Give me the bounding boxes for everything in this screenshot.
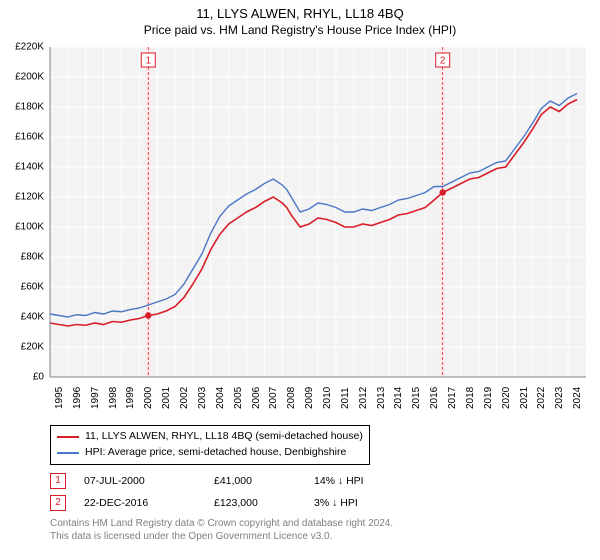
footnote: Contains HM Land Registry data © Crown c…	[50, 517, 600, 543]
x-axis-label: 2024	[572, 387, 583, 409]
y-axis-label: £120K	[15, 192, 44, 203]
x-axis-label: 2022	[536, 387, 547, 409]
x-axis-label: 2020	[501, 387, 512, 409]
sale-date: 22-DEC-2016	[84, 497, 214, 509]
x-axis-label: 2003	[197, 387, 208, 409]
legend-label: 11, LLYS ALWEN, RHYL, LL18 4BQ (semi-det…	[85, 429, 363, 445]
x-axis-label: 2023	[554, 387, 565, 409]
x-axis-label: 2012	[358, 387, 369, 409]
y-axis-label: £20K	[21, 342, 44, 353]
x-axis-label: 2019	[483, 387, 494, 409]
chart-container: 11, LLYS ALWEN, RHYL, LL18 4BQ Price pai…	[0, 0, 600, 560]
x-axis-label: 2013	[376, 387, 387, 409]
legend-item: HPI: Average price, semi-detached house,…	[57, 445, 363, 461]
y-axis-label: £200K	[15, 72, 44, 83]
x-axis-label: 2000	[143, 387, 154, 409]
x-axis-label: 2005	[233, 387, 244, 409]
x-axis-label: 1999	[125, 387, 136, 409]
sale-row: 1 07-JUL-2000£41,00014% ↓ HPI	[50, 473, 600, 489]
line-chart-svg: 12	[0, 41, 600, 421]
sale-marker-dot	[440, 189, 446, 195]
chart-area: 12 £0£20K£40K£60K£80K£100K£120K£140K£160…	[0, 41, 600, 421]
x-axis-label: 2010	[322, 387, 333, 409]
sales-table: 1 07-JUL-2000£41,00014% ↓ HPI 2 22-DEC-2016…	[50, 473, 600, 511]
legend: 11, LLYS ALWEN, RHYL, LL18 4BQ (semi-det…	[50, 425, 370, 465]
x-axis-label: 1998	[108, 387, 119, 409]
chart-title: 11, LLYS ALWEN, RHYL, LL18 4BQ	[0, 0, 600, 21]
x-axis-label: 2021	[519, 387, 530, 409]
x-axis-label: 1995	[54, 387, 65, 409]
sale-marker-label: 1	[145, 56, 151, 67]
y-axis-label: £80K	[21, 252, 44, 263]
sale-row: 2 22-DEC-2016£123,0003% ↓ HPI	[50, 495, 600, 511]
sale-price: £123,000	[214, 497, 314, 509]
x-axis-label: 1997	[90, 387, 101, 409]
x-axis-label: 2006	[251, 387, 262, 409]
x-axis-label: 2018	[465, 387, 476, 409]
x-axis-label: 2004	[215, 387, 226, 409]
x-axis-label: 2016	[429, 387, 440, 409]
y-axis-label: £100K	[15, 222, 44, 233]
chart-subtitle: Price paid vs. HM Land Registry's House …	[0, 21, 600, 41]
sale-marker-ref: 2	[50, 495, 66, 511]
y-axis-label: £40K	[21, 312, 44, 323]
x-axis-label: 2011	[340, 387, 351, 409]
footnote-line2: This data is licensed under the Open Gov…	[50, 530, 600, 543]
legend-label: HPI: Average price, semi-detached house,…	[85, 445, 346, 461]
sale-date: 07-JUL-2000	[84, 475, 214, 487]
x-axis-label: 2009	[304, 387, 315, 409]
y-axis-label: £160K	[15, 132, 44, 143]
y-axis-label: £60K	[21, 282, 44, 293]
y-axis-label: £140K	[15, 162, 44, 173]
x-axis-label: 2008	[286, 387, 297, 409]
x-axis-label: 2002	[179, 387, 190, 409]
y-axis-label: £220K	[15, 42, 44, 53]
y-axis-label: £180K	[15, 102, 44, 113]
legend-swatch	[57, 452, 79, 454]
sale-marker-dot	[145, 312, 151, 318]
sale-price: £41,000	[214, 475, 314, 487]
legend-swatch	[57, 436, 79, 438]
sale-marker-ref: 1	[50, 473, 66, 489]
x-axis-label: 1996	[72, 387, 83, 409]
x-axis-label: 2014	[393, 387, 404, 409]
x-axis-label: 2007	[268, 387, 279, 409]
footnote-line1: Contains HM Land Registry data © Crown c…	[50, 517, 600, 530]
x-axis-label: 2001	[161, 387, 172, 409]
sale-hpi-diff: 3% ↓ HPI	[314, 497, 434, 509]
legend-item: 11, LLYS ALWEN, RHYL, LL18 4BQ (semi-det…	[57, 429, 363, 445]
sale-marker-label: 2	[440, 56, 446, 67]
x-axis-label: 2015	[411, 387, 422, 409]
x-axis-label: 2017	[447, 387, 458, 409]
y-axis-label: £0	[33, 372, 44, 383]
sale-hpi-diff: 14% ↓ HPI	[314, 475, 434, 487]
